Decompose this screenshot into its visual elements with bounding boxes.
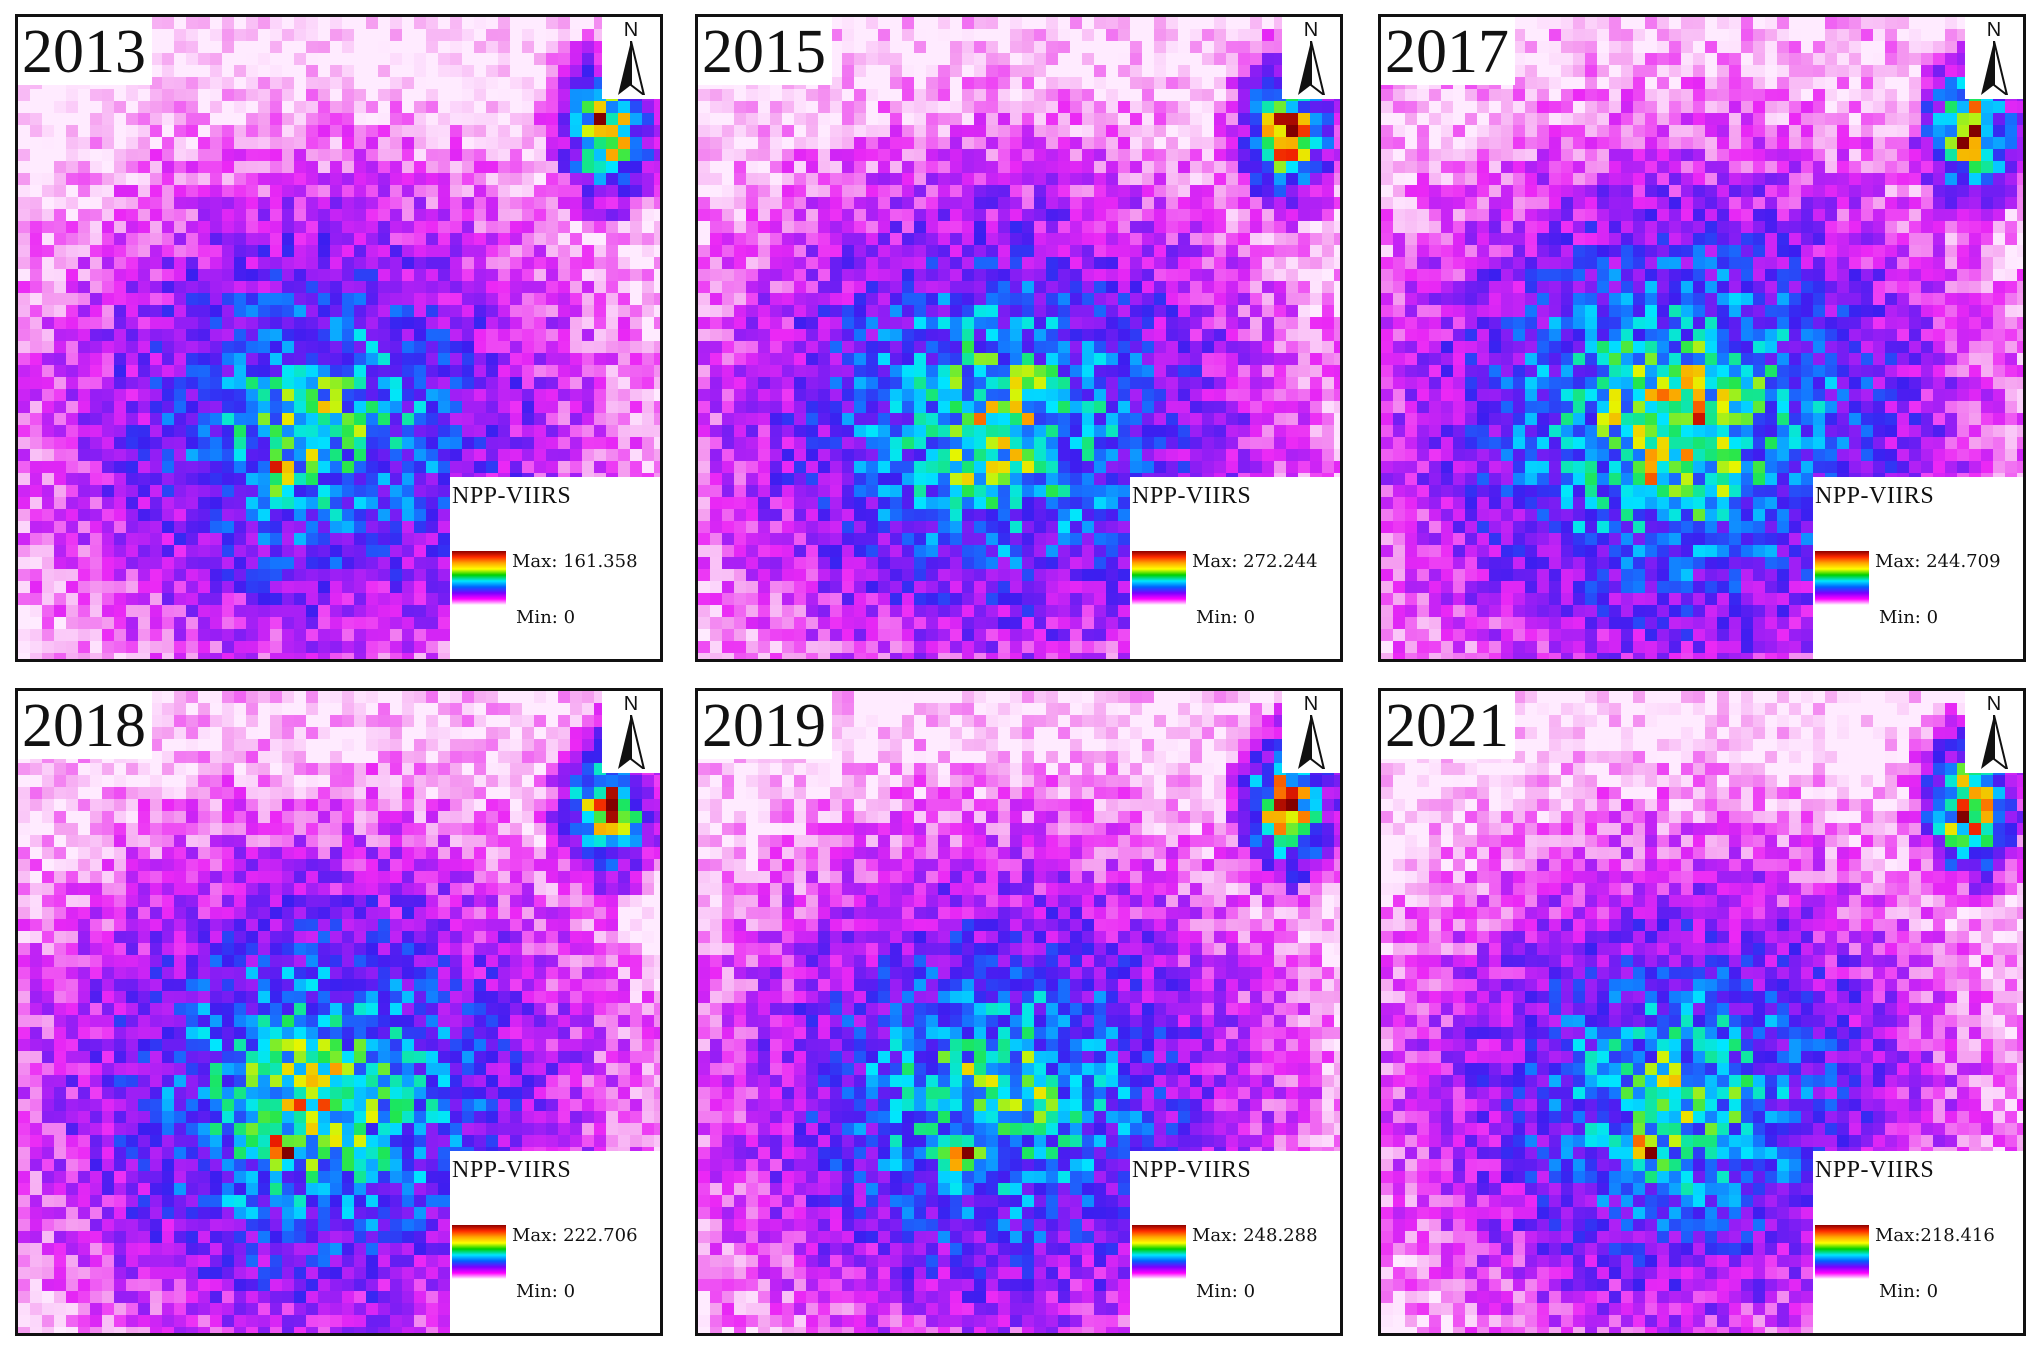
north-arrow: N	[1965, 17, 2023, 99]
legend-title: NPP-VIIRS	[452, 1157, 572, 1183]
legend-max: Max: 222.706	[512, 1225, 638, 1246]
legend-color-ramp	[1132, 1225, 1186, 1279]
legend-color-ramp	[1815, 1225, 1869, 1279]
legend-color-ramp	[452, 1225, 506, 1279]
north-label: N	[623, 693, 639, 715]
map-panel-2021: 2021 N NPP-VIIRS Max:218.416 Min: 0	[1378, 688, 2026, 1336]
legend-color-ramp	[452, 551, 506, 605]
map-panel-2019: 2019 N NPP-VIIRS Max: 248.288 Min: 0	[695, 688, 1343, 1336]
map-panel-2017: 2017 N NPP-VIIRS Max: 244.709 Min: 0	[1378, 14, 2026, 662]
legend: NPP-VIIRS Max: 248.288 Min: 0	[1130, 1151, 1340, 1333]
legend-title: NPP-VIIRS	[452, 483, 572, 509]
legend-max: Max: 272.244	[1192, 551, 1318, 572]
legend-min: Min: 0	[1196, 1281, 1256, 1302]
year-label: 2018	[18, 691, 152, 759]
legend-title: NPP-VIIRS	[1132, 483, 1252, 509]
north-arrow: N	[1965, 691, 2023, 773]
legend-max: Max: 244.709	[1875, 551, 2001, 572]
legend: NPP-VIIRS Max: 161.358 Min: 0	[450, 477, 660, 659]
legend-min: Min: 0	[1879, 1281, 1939, 1302]
north-arrow: N	[602, 17, 660, 99]
legend-min: Min: 0	[516, 607, 576, 628]
year-label: 2013	[18, 17, 152, 85]
legend: NPP-VIIRS Max: 244.709 Min: 0	[1813, 477, 2023, 659]
legend-min: Min: 0	[1879, 607, 1939, 628]
legend-max: Max: 161.358	[512, 551, 638, 572]
map-panel-2015: 2015 N NPP-VIIRS Max: 272.244 Min: 0	[695, 14, 1343, 662]
north-label: N	[1303, 19, 1319, 41]
north-arrow-icon	[618, 715, 646, 769]
legend-max: Max:218.416	[1875, 1225, 1995, 1246]
map-panel-2013: 2013 N NPP-VIIRS Max: 161.358 Min: 0	[15, 14, 663, 662]
north-arrow: N	[1282, 691, 1340, 773]
north-label: N	[1303, 693, 1319, 715]
north-label: N	[1986, 693, 2002, 715]
legend: NPP-VIIRS Max: 222.706 Min: 0	[450, 1151, 660, 1333]
north-arrow-icon	[1981, 41, 2009, 95]
legend-title: NPP-VIIRS	[1815, 483, 1935, 509]
north-arrow-icon	[1981, 715, 2009, 769]
north-label: N	[623, 19, 639, 41]
north-arrow: N	[1282, 17, 1340, 99]
year-label: 2015	[698, 17, 832, 85]
legend: NPP-VIIRS Max: 272.244 Min: 0	[1130, 477, 1340, 659]
year-label: 2021	[1381, 691, 1515, 759]
legend-min: Min: 0	[516, 1281, 576, 1302]
north-arrow-icon	[1298, 41, 1326, 95]
north-label: N	[1986, 19, 2002, 41]
year-label: 2017	[1381, 17, 1515, 85]
legend-title: NPP-VIIRS	[1815, 1157, 1935, 1183]
legend: NPP-VIIRS Max:218.416 Min: 0	[1813, 1151, 2023, 1333]
legend-color-ramp	[1132, 551, 1186, 605]
year-label: 2019	[698, 691, 832, 759]
legend-color-ramp	[1815, 551, 1869, 605]
north-arrow-icon	[618, 41, 646, 95]
legend-max: Max: 248.288	[1192, 1225, 1318, 1246]
legend-title: NPP-VIIRS	[1132, 1157, 1252, 1183]
map-panel-2018: 2018 N NPP-VIIRS Max: 222.706 Min: 0	[15, 688, 663, 1336]
north-arrow: N	[602, 691, 660, 773]
north-arrow-icon	[1298, 715, 1326, 769]
legend-min: Min: 0	[1196, 607, 1256, 628]
